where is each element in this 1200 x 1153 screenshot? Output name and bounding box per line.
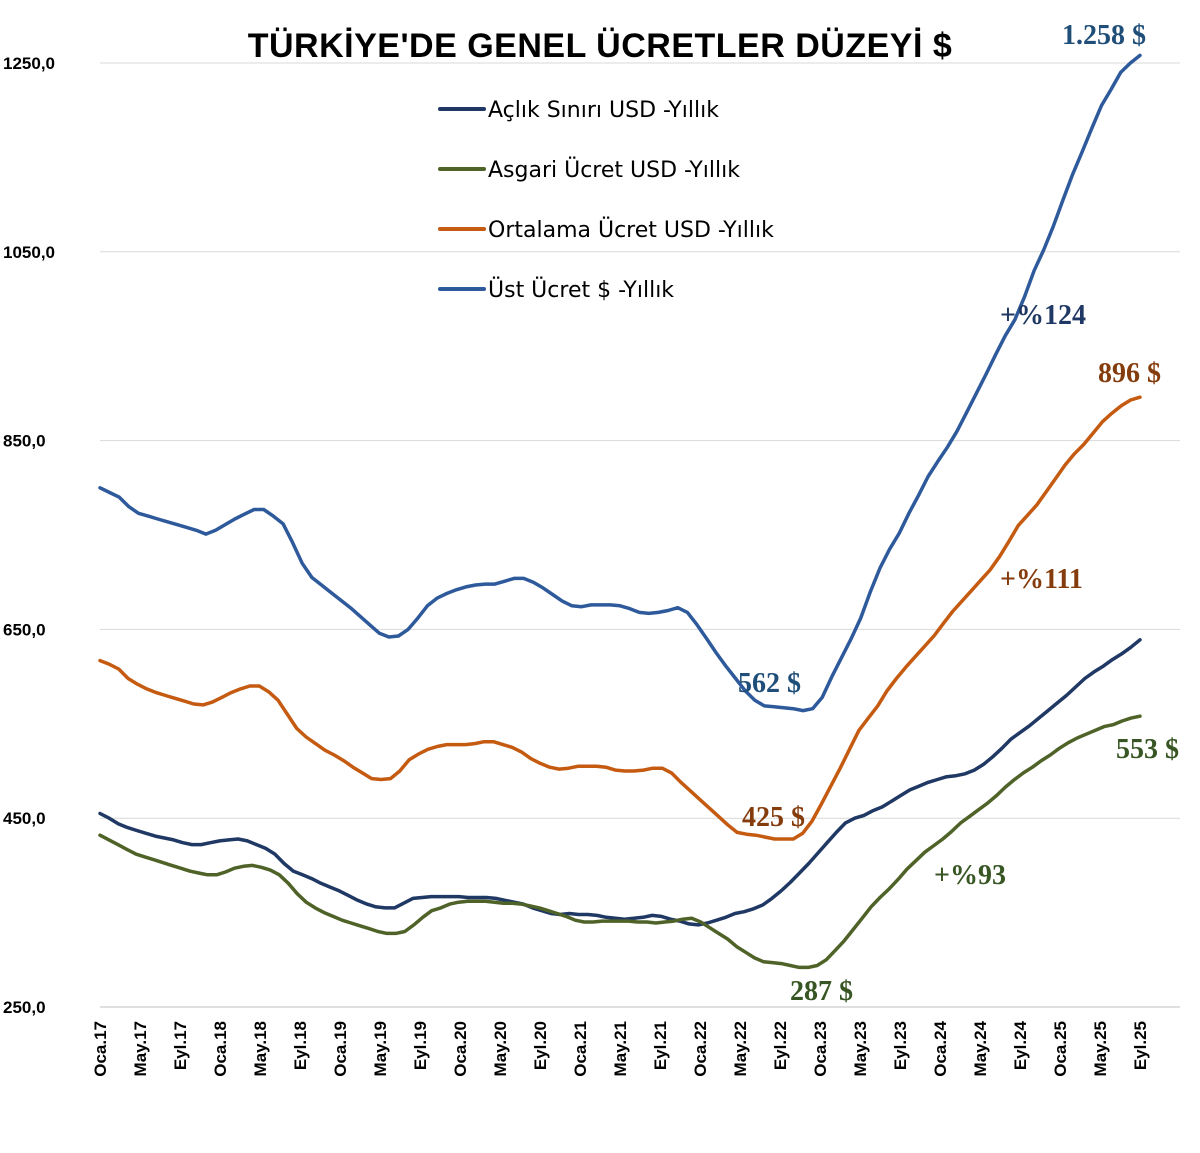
annotation-ust-ucret-min: 562 $ bbox=[738, 668, 801, 699]
series-line-aclik-siniri bbox=[98, 638, 1142, 927]
y-tick-label: 250,0 bbox=[3, 998, 46, 1017]
x-tick-label: Eyl.24 bbox=[1011, 1020, 1030, 1070]
annotation-ortalama-ucret-min: 425 $ bbox=[742, 802, 805, 833]
x-tick-label: Oca.21 bbox=[571, 1021, 590, 1077]
series-lines bbox=[98, 53, 1142, 970]
x-tick-label: May.23 bbox=[851, 1021, 870, 1076]
x-tick-label: May.18 bbox=[251, 1021, 270, 1076]
x-tick-label: Eyl.20 bbox=[531, 1021, 550, 1070]
x-tick-label: Eyl.22 bbox=[771, 1021, 790, 1070]
x-tick-label: Eyl.21 bbox=[651, 1021, 670, 1070]
series-line-ust-ucret bbox=[98, 53, 1142, 713]
annotation-asgari-ucret-change: +%93 bbox=[934, 860, 1006, 891]
annotation-asgari-ucret-min: 287 $ bbox=[790, 976, 853, 1007]
x-tick-label: Oca.22 bbox=[691, 1021, 710, 1077]
x-tick-label: Eyl.25 bbox=[1131, 1021, 1150, 1070]
legend-label-ust-ucret: Üst Ücret $ -Yıllık bbox=[488, 277, 674, 303]
legend-label-ortalama-ucret: Ortalama Ücret USD -Yıllık bbox=[488, 217, 774, 243]
y-axis-tick-labels: 250,0 450,0 650,0 850,0 1050,0 1250,0 bbox=[3, 54, 55, 1017]
x-tick-label: Eyl.19 bbox=[411, 1021, 430, 1070]
annotation-asgari-ucret-end: 553 $ bbox=[1116, 734, 1179, 765]
x-tick-label: Oca.25 bbox=[1051, 1021, 1070, 1077]
x-tick-label: Oca.23 bbox=[811, 1021, 830, 1077]
x-tick-label: May.21 bbox=[611, 1021, 630, 1076]
y-tick-label: 450,0 bbox=[3, 809, 46, 828]
legend: Açlık Sınırı USD -Yıllık Asgari Ücret US… bbox=[438, 98, 774, 303]
x-tick-label: May.22 bbox=[731, 1021, 750, 1076]
annotation-ortalama-ucret-change: +%111 bbox=[1000, 564, 1083, 595]
annotation-ust-ucret-end: 1.258 $ bbox=[1062, 20, 1146, 51]
legend-label-asgari-ucret: Asgari Ücret USD -Yıllık bbox=[488, 157, 740, 183]
x-tick-label: Oca.18 bbox=[211, 1021, 230, 1077]
x-tick-label: Eyl.18 bbox=[291, 1021, 310, 1070]
x-tick-label: Eyl.23 bbox=[891, 1021, 910, 1070]
x-tick-label: May.19 bbox=[371, 1021, 390, 1076]
x-tick-label: Oca.17 bbox=[91, 1021, 110, 1077]
y-tick-label: 1250,0 bbox=[3, 54, 55, 73]
x-tick-label: May.17 bbox=[131, 1021, 150, 1076]
annotation-ust-ucret-change: +%124 bbox=[1000, 300, 1086, 331]
series-line-ortalama-ucret bbox=[98, 395, 1142, 841]
x-tick-label: Eyl.17 bbox=[171, 1021, 190, 1070]
x-tick-label: Oca.20 bbox=[451, 1021, 470, 1077]
annotations: 1.258 $ +%124 562 $ 896 $ +%111 425 $ 55… bbox=[738, 20, 1179, 1007]
x-tick-label: May.20 bbox=[491, 1021, 510, 1076]
y-tick-label: 1050,0 bbox=[3, 243, 55, 262]
y-tick-label: 850,0 bbox=[3, 432, 46, 451]
annotation-ortalama-ucret-end: 896 $ bbox=[1098, 358, 1161, 389]
y-tick-label: 650,0 bbox=[3, 620, 46, 639]
gridlines bbox=[100, 62, 1180, 1008]
x-tick-label: Oca.19 bbox=[331, 1021, 350, 1077]
x-tick-label: May.25 bbox=[1091, 1021, 1110, 1076]
x-tick-label: May.24 bbox=[971, 1020, 990, 1076]
series-line-asgari-ucret bbox=[98, 714, 1142, 970]
legend-label-aclik-siniri: Açlık Sınırı USD -Yıllık bbox=[488, 98, 719, 123]
chart-title: TÜRKİYE'DE GENEL ÜCRETLER DÜZEYİ $ bbox=[248, 27, 953, 65]
x-tick-label: Oca.24 bbox=[931, 1020, 950, 1076]
x-axis-tick-labels: Oca.17 May.17 Eyl.17 Oca.18 May.18 Eyl.18 Oca.… bbox=[91, 1020, 1150, 1076]
